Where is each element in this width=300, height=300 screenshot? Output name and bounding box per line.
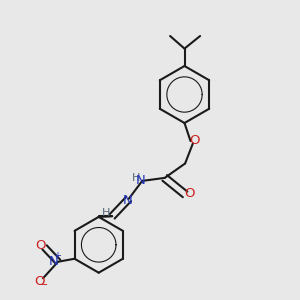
- Text: N: N: [123, 194, 133, 207]
- Text: N: N: [49, 255, 59, 268]
- Text: O: O: [184, 187, 195, 200]
- Text: −: −: [39, 280, 49, 290]
- Text: H: H: [132, 173, 140, 183]
- Text: O: O: [35, 239, 46, 252]
- Text: +: +: [53, 251, 61, 261]
- Text: N: N: [136, 174, 146, 187]
- Text: O: O: [34, 275, 44, 288]
- Text: O: O: [190, 134, 200, 147]
- Text: H: H: [102, 208, 110, 218]
